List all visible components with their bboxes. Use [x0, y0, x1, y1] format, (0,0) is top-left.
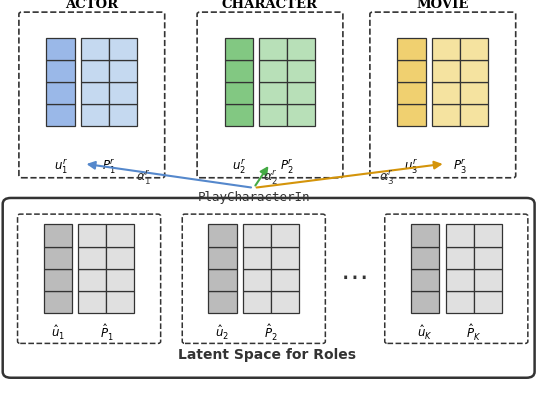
Text: $\hat{u}_K$: $\hat{u}_K$	[417, 324, 433, 341]
Bar	[460, 104, 488, 126]
Bar	[46, 38, 75, 60]
Bar	[109, 38, 137, 60]
Bar	[81, 60, 109, 82]
Text: $u_2^r$: $u_2^r$	[232, 157, 246, 175]
Bar	[243, 224, 271, 246]
Bar	[78, 269, 106, 291]
Bar	[243, 269, 271, 291]
Text: MOVIE: MOVIE	[417, 0, 469, 11]
Bar	[225, 104, 253, 126]
Bar	[460, 60, 488, 82]
Bar	[287, 38, 315, 60]
Text: $\alpha_2^r$: $\alpha_2^r$	[262, 168, 278, 185]
Bar	[44, 246, 72, 269]
Bar	[208, 224, 237, 246]
Bar	[46, 60, 75, 82]
Bar	[225, 82, 253, 104]
Bar	[397, 82, 426, 104]
Bar	[287, 82, 315, 104]
Bar	[271, 269, 299, 291]
Bar	[259, 82, 287, 104]
Bar	[109, 60, 137, 82]
Text: $u_1^r$: $u_1^r$	[53, 157, 68, 175]
Bar	[208, 246, 237, 269]
Bar	[271, 291, 299, 313]
Bar	[287, 60, 315, 82]
Bar	[397, 104, 426, 126]
Bar	[474, 246, 502, 269]
Bar	[460, 82, 488, 104]
Bar	[81, 82, 109, 104]
Text: $\cdots$: $\cdots$	[340, 263, 367, 291]
Bar	[81, 104, 109, 126]
Bar	[271, 224, 299, 246]
Text: ACTOR: ACTOR	[65, 0, 118, 11]
Bar	[259, 104, 287, 126]
Bar	[397, 60, 426, 82]
Bar	[259, 60, 287, 82]
Bar	[78, 246, 106, 269]
Bar	[432, 60, 460, 82]
Text: $\hat{P}_K$: $\hat{P}_K$	[466, 322, 481, 343]
Text: $u_3^r$: $u_3^r$	[404, 157, 418, 175]
Bar	[208, 291, 237, 313]
Bar	[106, 269, 134, 291]
Bar	[106, 246, 134, 269]
Bar	[474, 224, 502, 246]
Bar	[109, 104, 137, 126]
Bar	[44, 224, 72, 246]
Bar	[46, 104, 75, 126]
Bar	[271, 246, 299, 269]
Bar	[109, 82, 137, 104]
Bar	[208, 269, 237, 291]
Bar	[225, 38, 253, 60]
Text: $\alpha_3^r$: $\alpha_3^r$	[379, 168, 394, 185]
Bar	[446, 269, 474, 291]
Bar	[106, 224, 134, 246]
Bar	[411, 269, 439, 291]
Text: PlayCharacterIn: PlayCharacterIn	[198, 191, 310, 204]
Bar	[446, 224, 474, 246]
Bar	[106, 291, 134, 313]
Bar	[411, 246, 439, 269]
Bar	[81, 38, 109, 60]
Bar	[259, 38, 287, 60]
Bar	[78, 224, 106, 246]
Text: $\alpha_1^r$: $\alpha_1^r$	[136, 168, 151, 185]
Text: $P_3^r$: $P_3^r$	[453, 157, 467, 175]
Text: CHARACTER: CHARACTER	[222, 0, 318, 11]
Bar	[411, 291, 439, 313]
Text: $\hat{u}_1$: $\hat{u}_1$	[51, 324, 65, 341]
Bar	[474, 291, 502, 313]
Bar	[411, 224, 439, 246]
Bar	[46, 82, 75, 104]
Bar	[44, 291, 72, 313]
Bar	[287, 104, 315, 126]
Bar	[397, 38, 426, 60]
Bar	[243, 291, 271, 313]
Text: $\hat{P}_1$: $\hat{P}_1$	[99, 322, 113, 343]
Bar	[432, 104, 460, 126]
Bar	[243, 246, 271, 269]
Bar	[44, 269, 72, 291]
Text: $P_2^r$: $P_2^r$	[280, 157, 294, 175]
Text: Latent Space for Roles: Latent Space for Roles	[178, 347, 356, 362]
Bar	[474, 269, 502, 291]
Bar	[78, 291, 106, 313]
Bar	[460, 38, 488, 60]
Text: $\hat{u}_2$: $\hat{u}_2$	[215, 324, 230, 341]
Bar	[432, 82, 460, 104]
Text: $\hat{P}_2$: $\hat{P}_2$	[264, 322, 278, 343]
Bar	[225, 60, 253, 82]
Bar	[446, 291, 474, 313]
Text: $P_1^r$: $P_1^r$	[102, 157, 116, 175]
Bar	[432, 38, 460, 60]
Bar	[446, 246, 474, 269]
